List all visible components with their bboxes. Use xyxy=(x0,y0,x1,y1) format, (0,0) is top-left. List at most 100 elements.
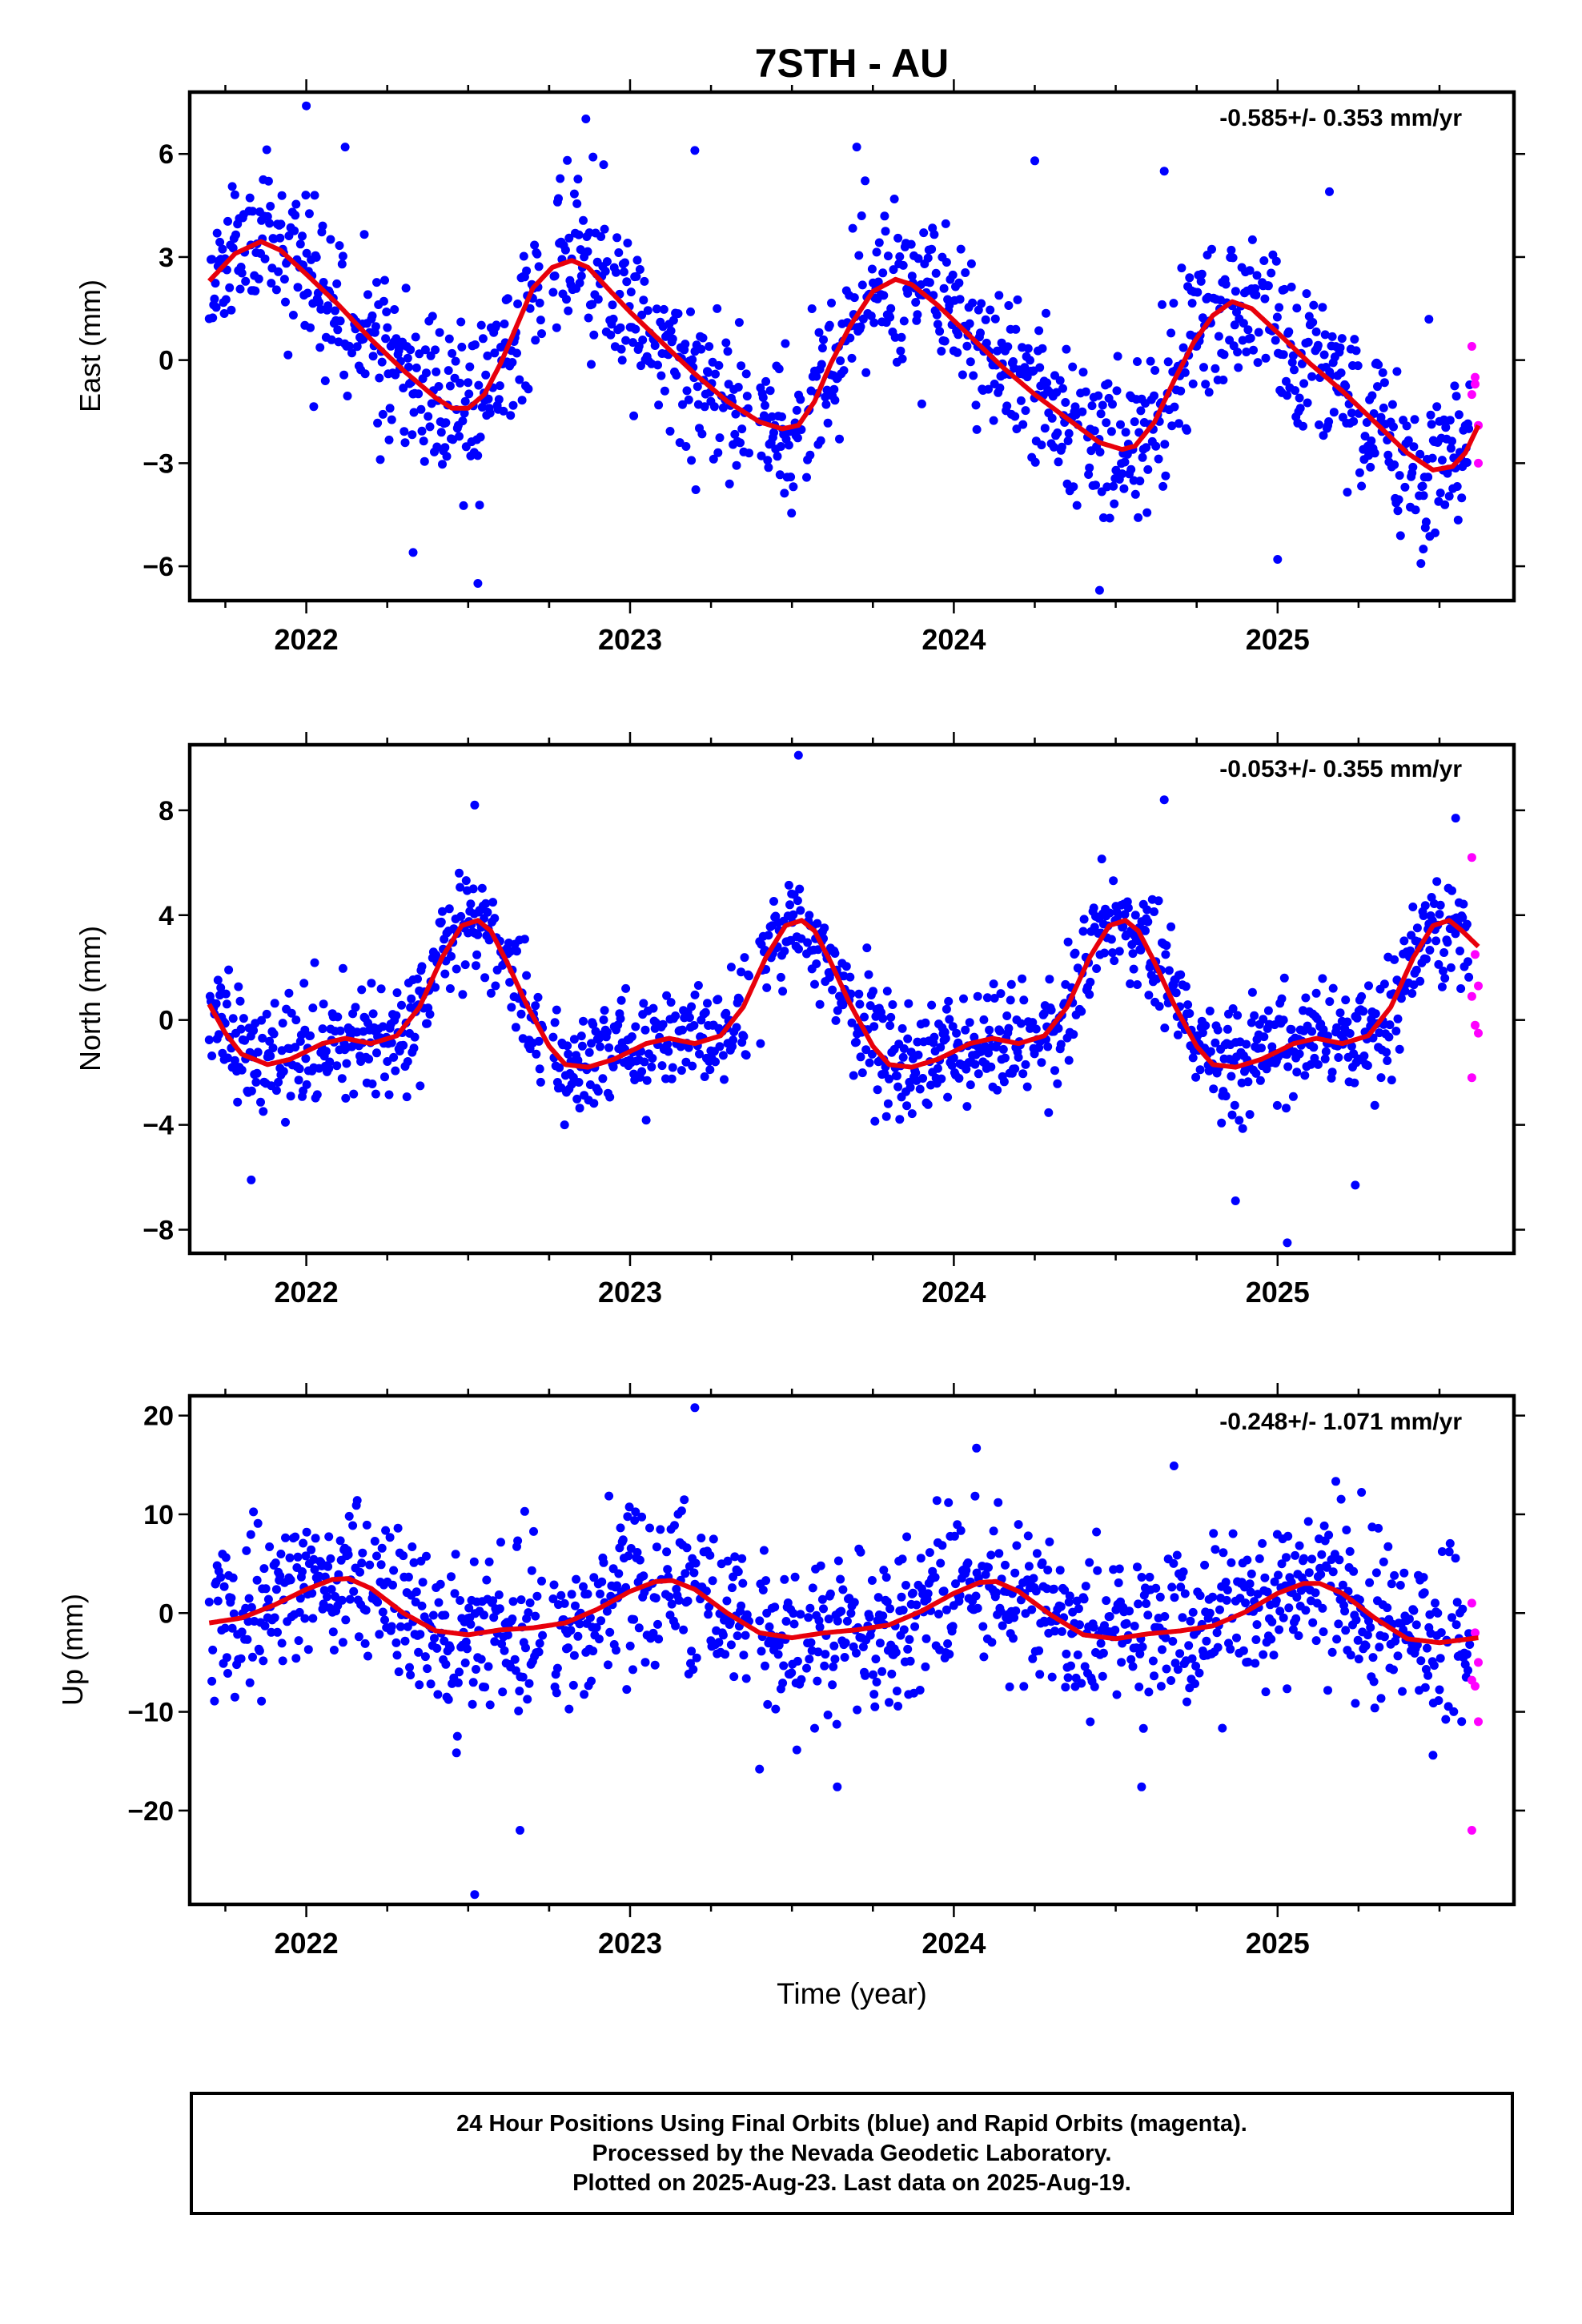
up-final-point xyxy=(1050,1626,1059,1636)
east-final-point xyxy=(1098,513,1108,522)
north-final-point xyxy=(812,959,821,968)
up-final-point xyxy=(508,1614,517,1623)
up-final-point xyxy=(726,1640,736,1650)
up-final-point xyxy=(873,1593,883,1602)
north-final-point xyxy=(720,1075,729,1084)
east-final-point xyxy=(764,463,773,472)
up-final-point xyxy=(311,1534,320,1543)
north-final-point xyxy=(1085,990,1094,999)
east-final-point xyxy=(291,199,301,209)
north-final-point xyxy=(945,1015,954,1024)
north-final-point xyxy=(221,989,231,999)
north-final-point xyxy=(1301,993,1311,1003)
east-final-point xyxy=(576,245,585,255)
north-final-point xyxy=(1393,1014,1403,1023)
up-final-point xyxy=(260,1621,270,1630)
up-final-point xyxy=(1130,1622,1139,1630)
east-final-point xyxy=(581,115,591,123)
north-final-point xyxy=(1120,910,1130,919)
up-final-point xyxy=(255,1647,264,1655)
up-final-point xyxy=(1075,1620,1084,1630)
east-final-point xyxy=(1096,409,1106,419)
east-final-point xyxy=(1379,378,1389,388)
up-final-point xyxy=(360,1638,370,1648)
up-final-point xyxy=(204,1598,214,1606)
north-final-point xyxy=(1161,950,1170,959)
north-final-point xyxy=(1110,956,1119,966)
up-final-point xyxy=(394,1667,404,1677)
up-final-point xyxy=(1398,1687,1407,1696)
up-final-point xyxy=(1035,1670,1045,1679)
up-final-point xyxy=(925,1548,934,1558)
up-final-point xyxy=(825,1589,835,1598)
up-final-point xyxy=(1060,1586,1070,1595)
east-final-point xyxy=(793,433,802,443)
up-final-point xyxy=(568,1680,578,1690)
up-final-point xyxy=(302,1527,311,1537)
north-final-point xyxy=(1364,981,1373,991)
up-final-point xyxy=(229,1609,239,1618)
up-final-point xyxy=(1447,1613,1456,1622)
east-final-point xyxy=(1143,464,1153,474)
east-final-point xyxy=(508,358,517,367)
east-final-point xyxy=(564,306,573,316)
up-final-point xyxy=(602,1606,612,1616)
up-final-point xyxy=(891,1647,901,1657)
east-final-point xyxy=(693,382,702,392)
up-final-point xyxy=(902,1532,912,1542)
up-final-point xyxy=(932,1496,942,1506)
up-final-point xyxy=(1261,1687,1271,1697)
north-final-point xyxy=(1185,1009,1195,1018)
up-final-point xyxy=(765,1622,774,1631)
north-final-point xyxy=(1228,1004,1238,1013)
up-rapid-point xyxy=(1474,1658,1483,1667)
east-final-point xyxy=(208,313,218,323)
up-rapid-point xyxy=(1474,1717,1483,1727)
up-final-point xyxy=(1178,1613,1187,1622)
north-final-point xyxy=(637,1067,647,1076)
up-final-point xyxy=(833,1556,843,1566)
east-final-point xyxy=(821,400,831,409)
east-final-point xyxy=(786,472,796,482)
up-final-point xyxy=(687,1647,697,1656)
east-final-point xyxy=(210,294,219,304)
east-final-point xyxy=(731,409,741,419)
up-final-point xyxy=(605,1627,615,1637)
up-final-point xyxy=(208,1645,218,1655)
north-final-point xyxy=(216,983,226,992)
up-final-point xyxy=(1464,1666,1472,1675)
east-final-point xyxy=(311,252,321,262)
north-final-point xyxy=(1300,1071,1310,1080)
up-final-point xyxy=(1311,1588,1320,1598)
up-final-point xyxy=(1167,1582,1177,1592)
up-final-point xyxy=(452,1731,462,1741)
x-axis-label: Time (year) xyxy=(777,1977,927,2010)
up-final-point xyxy=(1241,1598,1251,1608)
up-final-point xyxy=(381,1526,391,1535)
east-final-point xyxy=(1054,457,1063,467)
north-final-point xyxy=(998,1044,1008,1054)
up-final-point xyxy=(370,1537,379,1546)
east-final-point xyxy=(1113,352,1122,361)
up-final-point xyxy=(796,1610,805,1619)
north-final-point xyxy=(563,1041,572,1051)
north-final-point xyxy=(1283,1238,1292,1248)
east-final-point xyxy=(867,264,877,274)
east-final-point xyxy=(802,472,811,482)
north-final-point xyxy=(1419,911,1428,920)
up-final-point xyxy=(1345,1546,1355,1556)
east-final-point xyxy=(930,230,939,239)
north-final-point xyxy=(648,1054,657,1063)
up-final-point xyxy=(1349,1566,1359,1576)
east-final-point xyxy=(775,470,785,480)
north-final-point xyxy=(335,1026,345,1035)
east-final-point xyxy=(478,334,488,344)
north-final-point xyxy=(666,998,676,1007)
east-final-point xyxy=(573,175,583,184)
east-final-point xyxy=(1284,327,1294,336)
north-final-point xyxy=(403,1057,412,1066)
east-final-point xyxy=(574,230,584,239)
east-final-point xyxy=(266,202,275,211)
east-final-point xyxy=(1392,367,1402,376)
